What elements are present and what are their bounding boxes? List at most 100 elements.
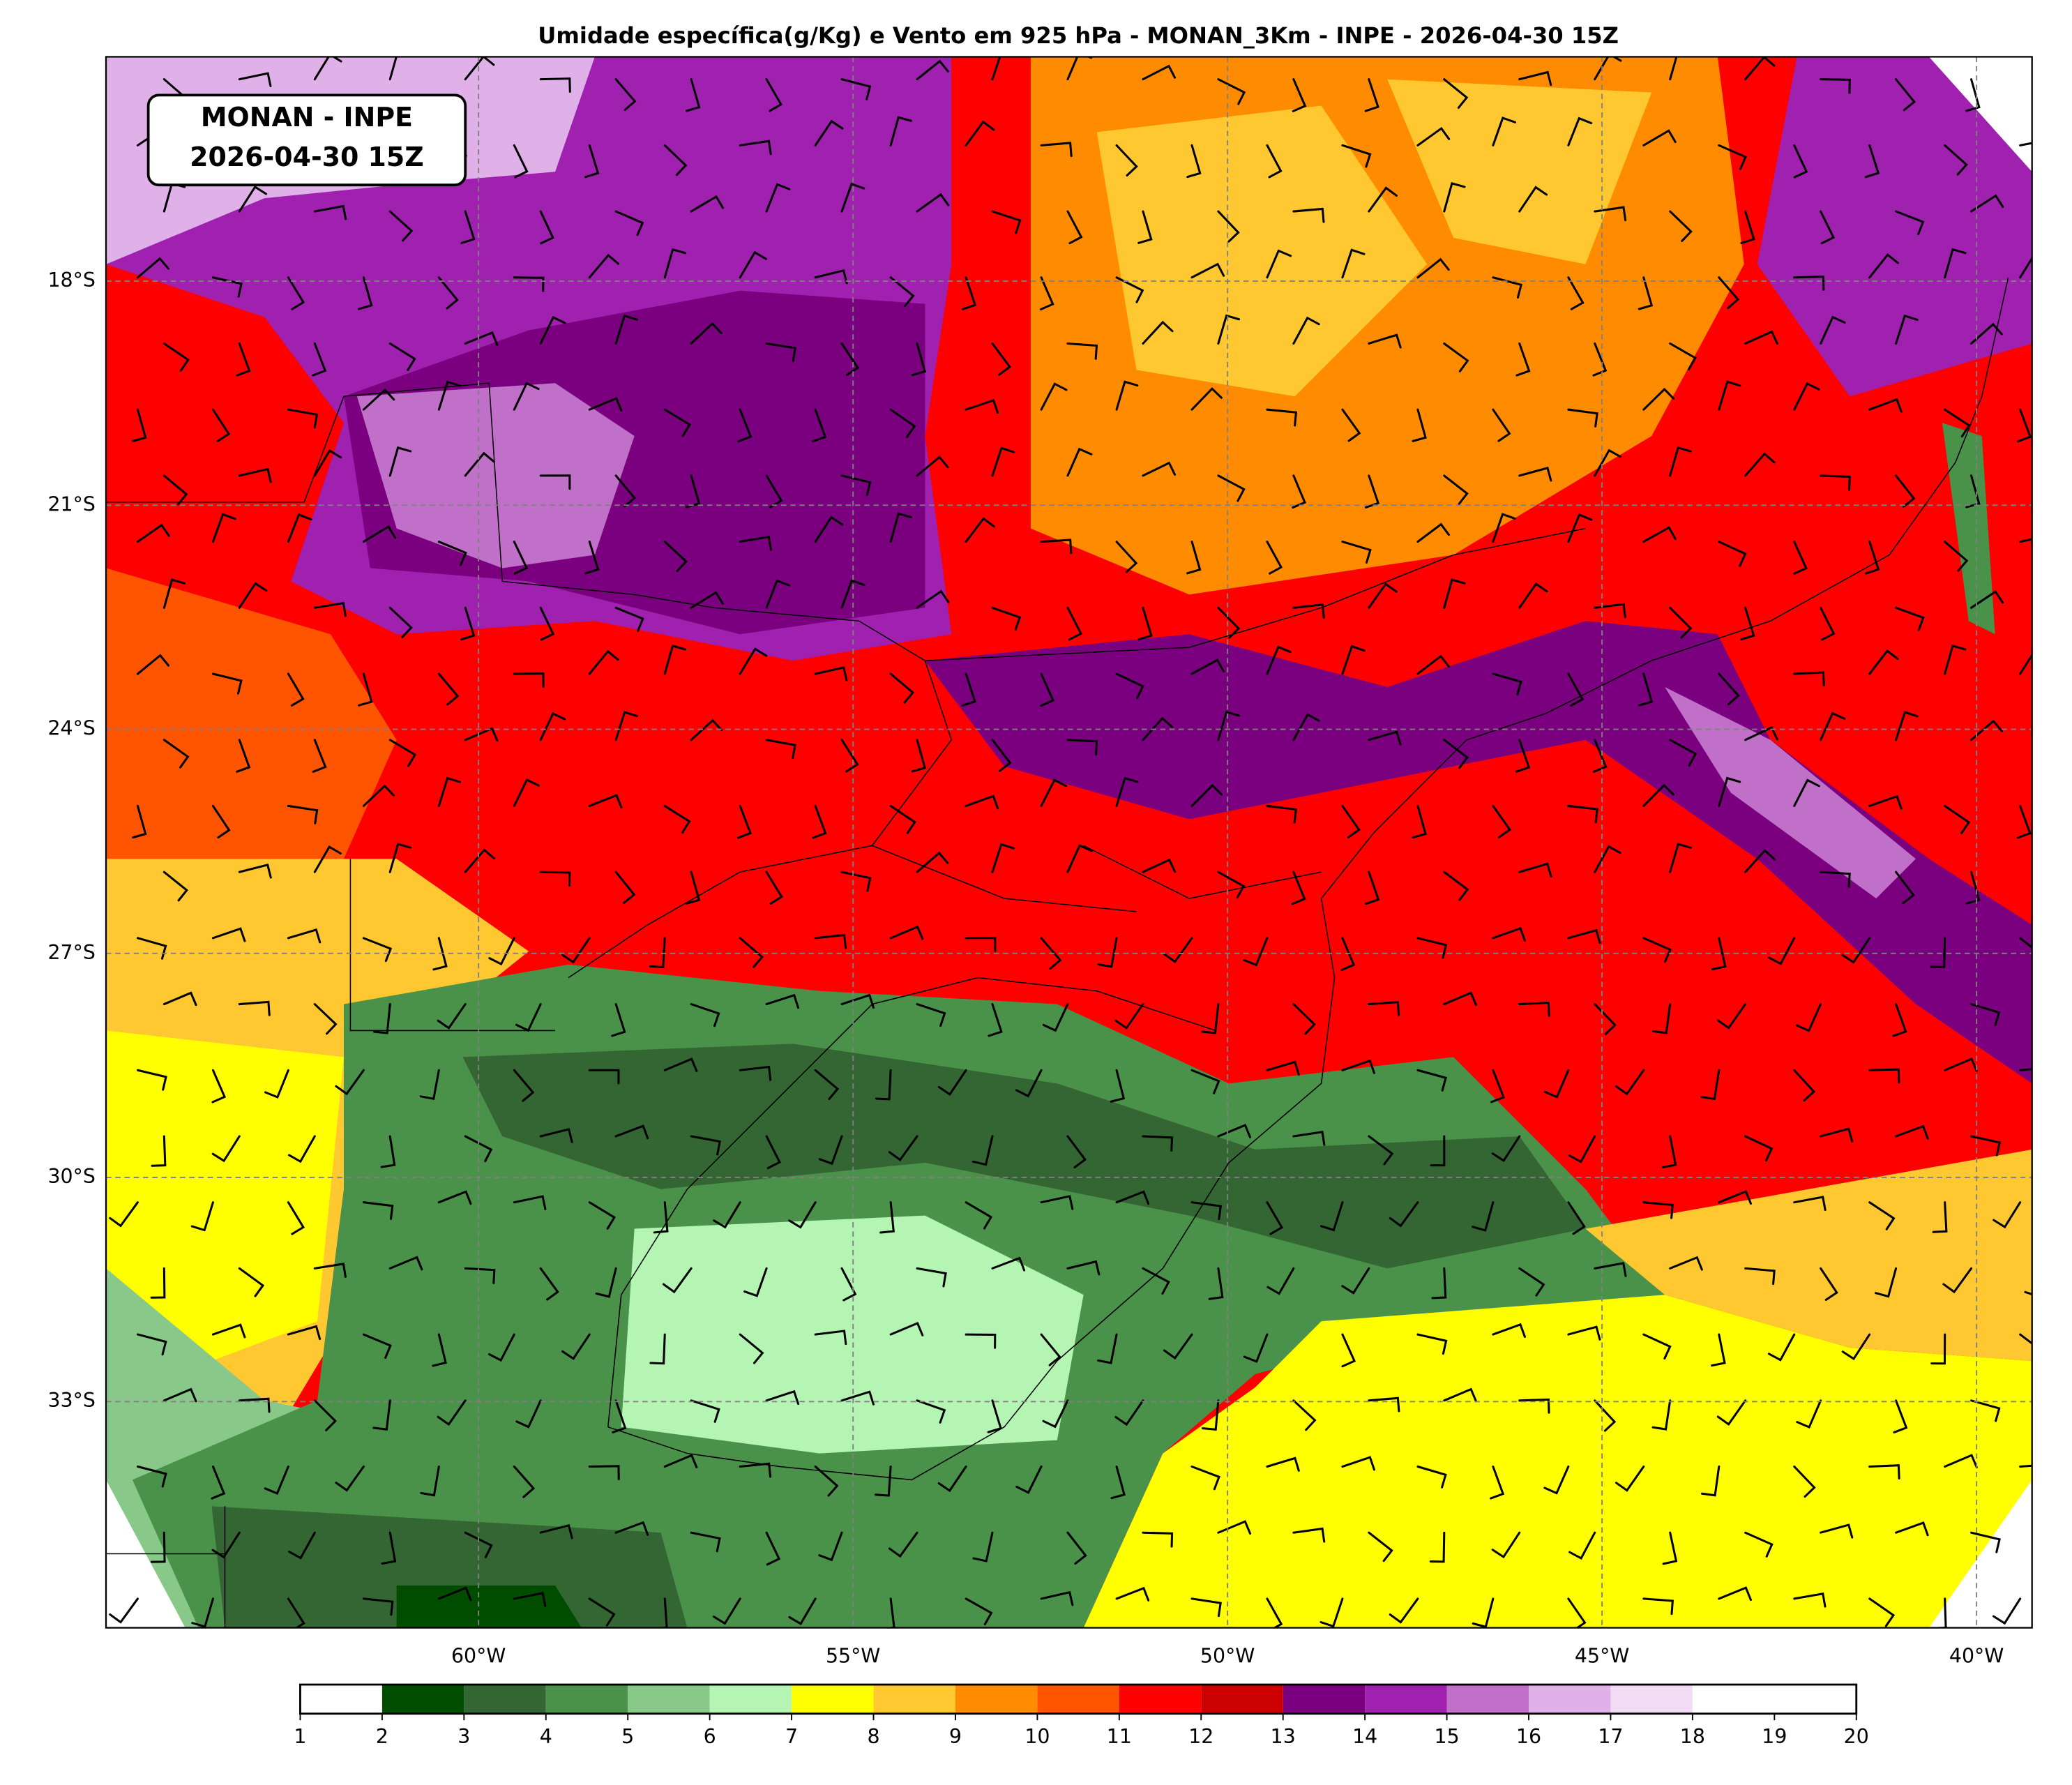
wind-barb xyxy=(1669,57,1678,81)
wind-barb xyxy=(588,253,620,279)
wind-barb xyxy=(1930,1333,1946,1365)
wind-barb xyxy=(840,78,872,100)
wind-barb xyxy=(653,1201,669,1234)
wind-barb xyxy=(737,804,753,839)
humidity-field xyxy=(106,57,2069,1628)
wind-barb xyxy=(1443,474,1469,505)
wind-barb xyxy=(1040,1590,1074,1606)
wind-barb xyxy=(690,322,723,345)
wind-barb xyxy=(765,871,783,905)
wind-barb xyxy=(1718,276,1740,310)
colorbar-box xyxy=(1774,1685,1857,1714)
wind-barb xyxy=(1142,1531,1174,1548)
wind-barb xyxy=(1820,1267,1838,1301)
wind-barb xyxy=(889,408,916,438)
wind-barb xyxy=(739,647,768,675)
wind-barb xyxy=(588,649,619,675)
wind-barb xyxy=(1642,937,1672,963)
wind-barb xyxy=(211,1323,246,1339)
wind-barb xyxy=(739,1065,772,1081)
lat-label: 24°S xyxy=(47,717,95,740)
wind-barb xyxy=(1115,1586,1150,1602)
wind-barb xyxy=(1567,928,1601,944)
wind-barb xyxy=(1793,671,1825,687)
wind-barb xyxy=(1492,513,1516,543)
wind-barb xyxy=(313,204,347,220)
wind-barb xyxy=(211,408,231,442)
wind-barb xyxy=(1066,844,1093,873)
wind-barb xyxy=(1718,776,1741,807)
wind-barb xyxy=(1416,126,1451,146)
wind-barb xyxy=(2019,538,2032,543)
wind-barb xyxy=(211,1135,241,1163)
wind-barb xyxy=(1718,1190,1752,1205)
wind-barb xyxy=(1638,276,1654,310)
wind-barb xyxy=(1594,206,1627,222)
wind-barb xyxy=(1567,1325,1601,1341)
wind-barb xyxy=(1868,398,1903,413)
wind-barb xyxy=(739,535,772,551)
wind-barb xyxy=(1567,276,1585,310)
wind-barb xyxy=(1865,541,1880,575)
wind-barb xyxy=(1615,1465,1645,1492)
wind-barb xyxy=(1895,210,1925,236)
wind-barb xyxy=(1868,649,1899,675)
wind-barb xyxy=(1066,342,1098,360)
wind-barb xyxy=(1142,858,1177,873)
wind-barb xyxy=(1202,1399,1220,1431)
wind-barb xyxy=(713,1201,741,1229)
wind-barb xyxy=(1412,804,1427,839)
wind-barb xyxy=(1944,1454,1978,1469)
wind-barb xyxy=(211,276,243,298)
wind-barb xyxy=(513,541,529,575)
wind-barb xyxy=(1364,78,1379,112)
wind-barb xyxy=(513,1069,535,1102)
wind-barb xyxy=(1292,713,1321,741)
wind-barb xyxy=(1472,1201,1495,1232)
wind-barb xyxy=(712,1597,741,1625)
wind-barb xyxy=(151,1135,167,1167)
wind-barb xyxy=(1820,1523,1854,1539)
wind-barb xyxy=(1965,474,1981,509)
wind-barb xyxy=(879,1201,895,1234)
wind-barb xyxy=(1266,408,1298,427)
wind-barb xyxy=(739,1462,772,1478)
wind-barb xyxy=(437,380,462,411)
wind-barb xyxy=(991,739,1012,772)
wind-barb xyxy=(1868,794,1903,810)
colorbar-label: 9 xyxy=(949,1725,962,1748)
wind-barb xyxy=(287,1135,316,1163)
wind-barb xyxy=(388,210,414,242)
wind-barb xyxy=(380,1135,396,1168)
wind-barb xyxy=(1412,408,1427,442)
wind-barb xyxy=(1114,1003,1144,1030)
wind-barb xyxy=(875,1465,892,1497)
colorbar-label: 16 xyxy=(1516,1725,1541,1748)
wind-barb xyxy=(1443,991,1477,1007)
wind-barb xyxy=(937,1069,967,1096)
wind-barb xyxy=(588,1201,616,1230)
wind-barb xyxy=(1443,342,1469,372)
stamp-line: MONAN - INPE xyxy=(201,102,413,133)
wind-barb xyxy=(381,1531,397,1565)
wind-barb xyxy=(1208,1267,1224,1300)
wind-barb xyxy=(1190,387,1223,411)
wind-barb xyxy=(1793,144,1808,179)
wind-barb xyxy=(464,1531,493,1558)
colorbar-box xyxy=(1692,1685,1775,1714)
wind-barb xyxy=(1217,78,1246,105)
wind-barb xyxy=(1190,1201,1223,1221)
wind-barb xyxy=(1965,871,1981,905)
wind-barb xyxy=(1669,210,1693,242)
wind-barb xyxy=(765,1531,781,1566)
wind-barb xyxy=(136,1069,167,1091)
wind-barb xyxy=(1594,57,1622,81)
wind-barb xyxy=(1492,926,1526,942)
wind-barb xyxy=(1793,778,1820,807)
wind-barb xyxy=(513,1592,547,1607)
wind-barb xyxy=(739,937,764,968)
wind-barb xyxy=(690,591,724,609)
wind-barb xyxy=(419,1069,440,1101)
wind-barb xyxy=(2047,184,2069,211)
wind-barb xyxy=(663,144,688,176)
